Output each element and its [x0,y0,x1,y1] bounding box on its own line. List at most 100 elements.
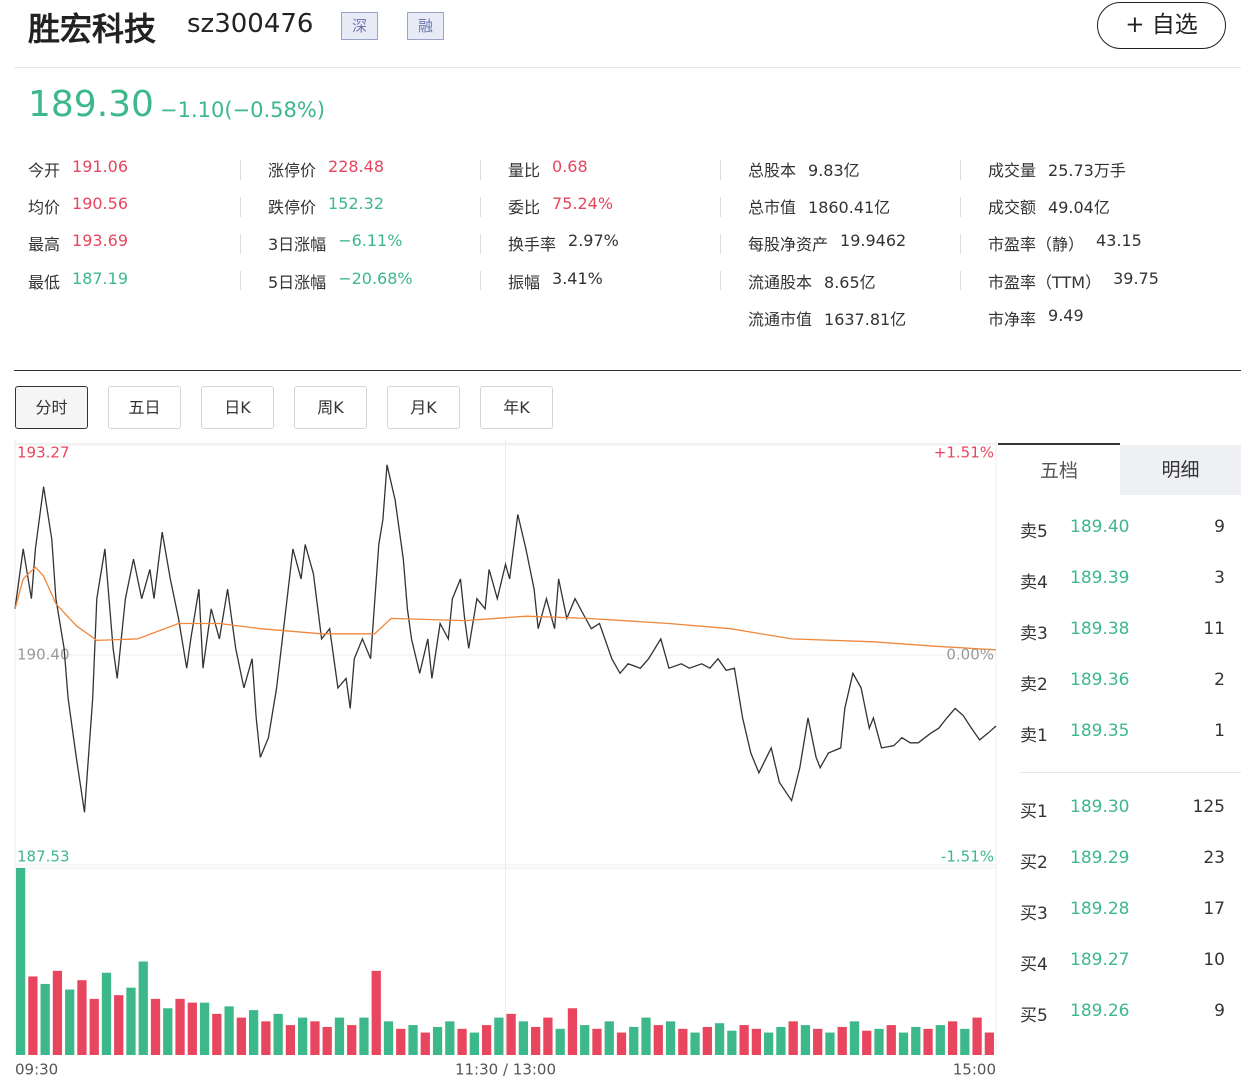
watchlist-button[interactable]: + 自选 [1097,2,1226,49]
book-volume: 125 [1192,797,1225,817]
stat-value: 8.65亿 [824,273,876,292]
book-price: 189.39 [1070,568,1130,588]
book-price: 189.27 [1070,950,1130,970]
divider [14,67,1241,68]
book-label: 卖5 [1020,522,1048,542]
stat: 最低 187.19 [28,269,128,293]
separator [240,160,241,290]
volume-bar [310,1021,320,1055]
stat: 总市值 1860.41亿 [748,194,890,218]
book-price: 189.28 [1070,899,1130,919]
book-label: 买5 [1020,1006,1048,1026]
stat-label: 流通股本 [748,273,813,292]
volume-bar [665,1021,676,1055]
volume-bar [629,1026,639,1055]
volume-bar [163,1008,173,1055]
volume-bar [813,1028,823,1055]
stock-code: sz300476 [187,9,314,39]
stat-label: 委比 [508,198,541,217]
volume-bar [972,1017,982,1055]
stat-value: 1860.41亿 [808,198,891,217]
volume-bar [592,1028,602,1055]
volume-bar [224,1006,234,1055]
book-price: 189.29 [1070,848,1130,868]
stat: 流通市值 1637.81亿 [748,306,906,330]
stat-label: 涨停价 [268,161,317,180]
x-tick-label: 09:30 [15,1061,58,1079]
volume-bar [898,1032,909,1055]
volume-bar [101,972,112,1055]
volume-bar [89,998,99,1055]
volume-bar [322,1026,332,1055]
chart-tab[interactable]: 分时 [15,386,88,429]
chart-tab[interactable]: 周K [294,386,367,429]
stat-value: 193.69 [72,231,128,250]
stat-value: 190.56 [72,194,128,213]
stat: 市盈率（静） 43.15 [988,231,1142,255]
volume-bar [347,1025,357,1055]
book-volume: 23 [1203,848,1225,868]
stat-value: 191.06 [72,157,128,176]
volume-bar [800,1025,811,1055]
stat: 每股净资产 19.9462 [748,231,906,255]
stat-value: 9.49 [1048,306,1084,325]
volume-bar [469,1032,479,1055]
volume-bar [776,1026,786,1055]
stat: 跌停价 152.32 [268,194,384,218]
book-label: 买1 [1020,802,1048,822]
volume-bar [580,1025,590,1055]
volume-bar [40,983,50,1055]
chart-tab[interactable]: 日K [201,386,274,429]
volume-bar [567,1008,578,1055]
chart-tab[interactable]: 五日 [108,386,181,429]
stat-label: 总市值 [748,198,797,217]
stat-value: 39.75 [1113,269,1159,288]
volume-bar [445,1021,455,1055]
y-tick-label: 193.27 [17,444,70,462]
stat-label: 今开 [28,161,61,180]
volume-bar [653,1025,663,1055]
stat-value: 152.32 [328,194,384,213]
book-tab[interactable]: 明细 [1120,445,1241,495]
volume-bar [383,1021,394,1055]
volume-bar [862,1030,872,1055]
volume-bar [236,1017,246,1055]
volume-bar [494,1017,504,1055]
volume-bar [334,1017,345,1055]
volume-bar [65,989,75,1055]
stat-label: 3日涨幅 [268,235,327,254]
book-price: 189.30 [1070,797,1130,817]
stat-label: 成交量 [988,161,1037,180]
separator [960,160,961,290]
volume-bar [543,1017,553,1055]
stat-label: 最高 [28,235,61,254]
stat-value: 43.15 [1096,231,1142,250]
volume-bar [261,1021,271,1055]
volume-bar [825,1032,835,1055]
book-volume: 9 [1214,517,1225,537]
volume-bar [408,1025,418,1055]
stat: 涨停价 228.48 [268,157,384,181]
volume-bar [555,1028,565,1055]
volume-bar [506,1013,516,1055]
book-tab[interactable]: 五档 [998,443,1120,495]
chart-tab[interactable]: 年K [480,386,553,429]
book-label: 买3 [1020,904,1048,924]
volume-bar [874,1028,884,1055]
stat: 均价 190.56 [28,194,128,218]
volume-bar [432,1026,443,1055]
volume-bar [28,976,38,1055]
stat: 成交额 49.04亿 [988,194,1110,218]
chart-tab[interactable]: 月K [387,386,460,429]
stat-label: 5日涨幅 [268,273,327,292]
volume-bar [764,1032,774,1055]
book-divider [1020,772,1241,773]
volume-bar [420,1032,430,1055]
book-price: 189.26 [1070,1001,1130,1021]
volume-bar [481,1025,492,1055]
book-label: 卖4 [1020,573,1048,593]
stat-label: 市净率 [988,310,1037,329]
volume-bar [641,1017,651,1055]
volume-bar [837,1026,847,1055]
volume-bar [604,1021,614,1055]
